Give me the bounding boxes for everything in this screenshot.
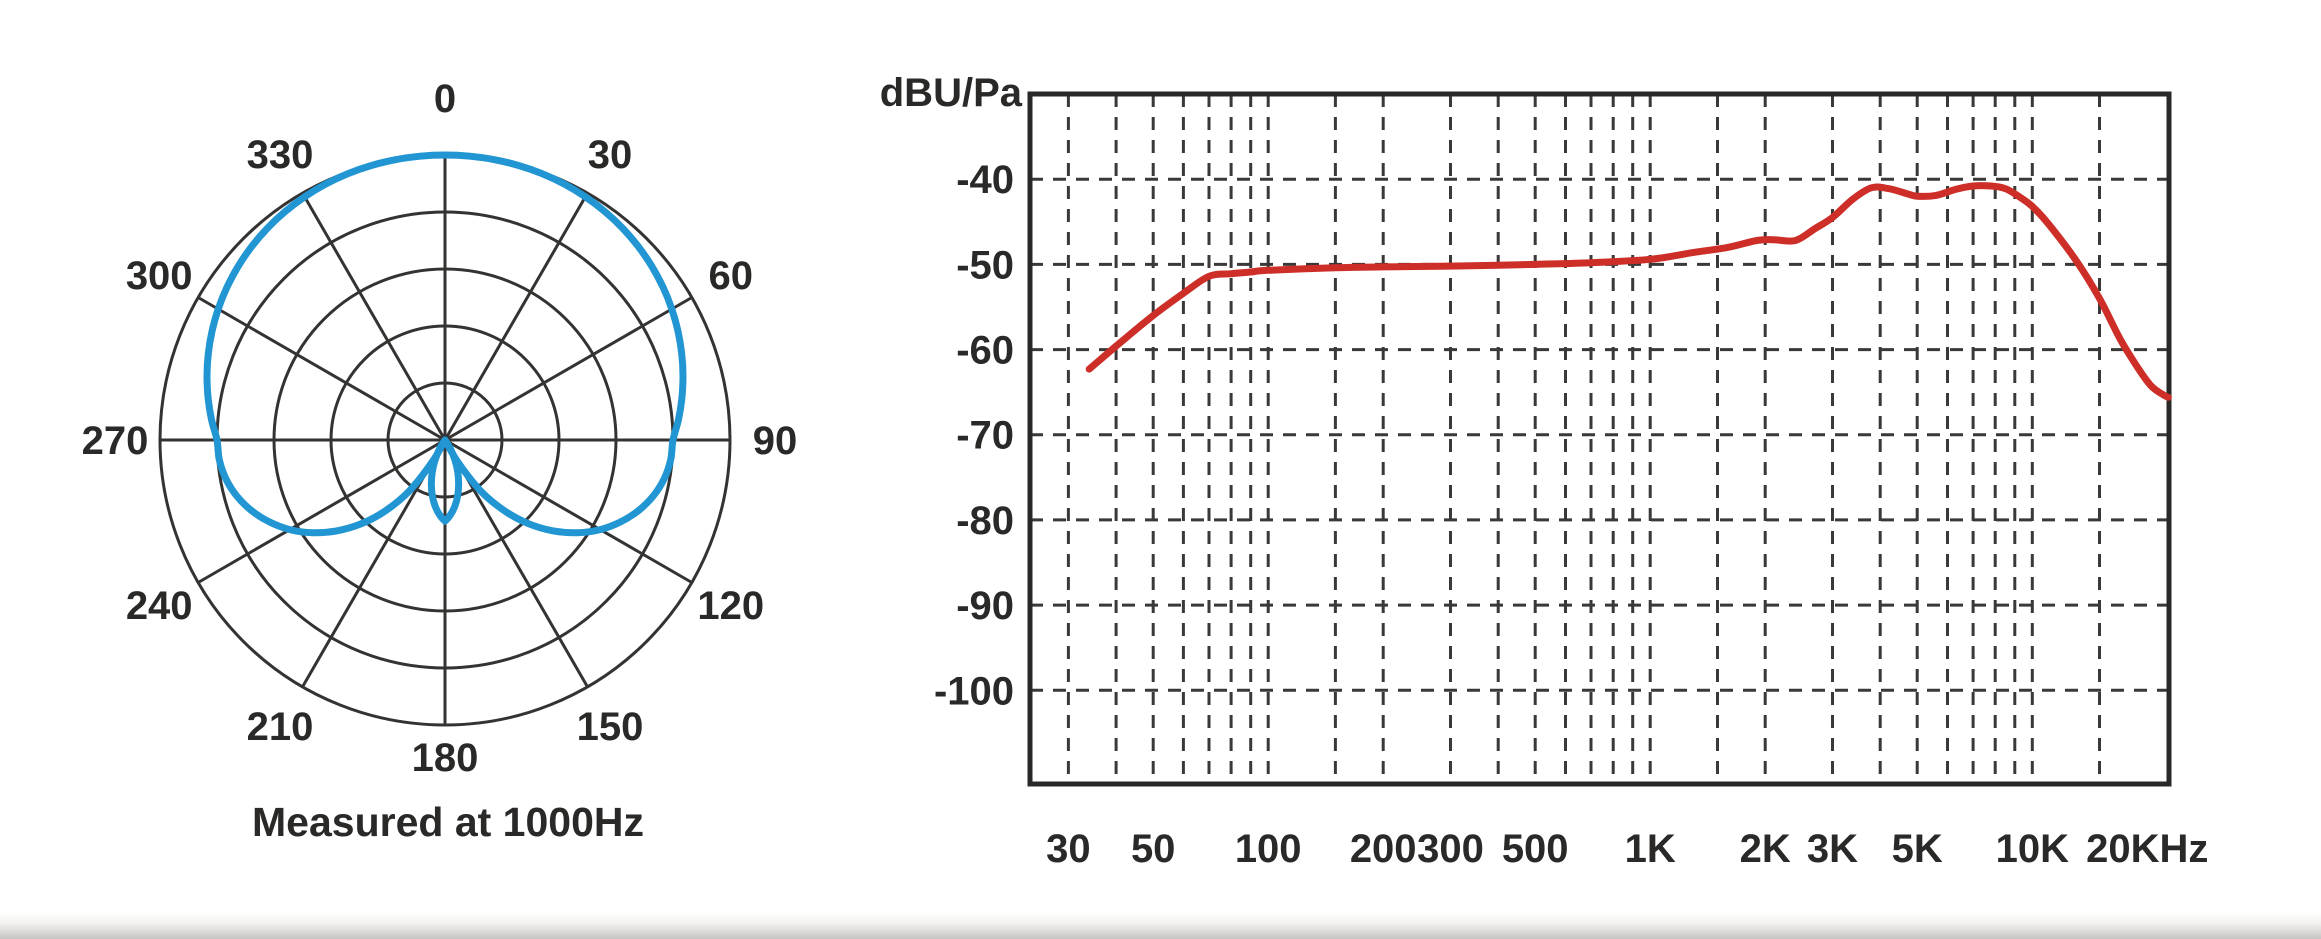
polar-angle-label: 210 (247, 705, 314, 749)
polar-pattern-chart: 0 30 60 90 120 150 180 210 240 270 300 330 (82, 77, 798, 780)
freq-y-tick-label: -40 (956, 158, 1014, 202)
freq-x-tick-label: 1K (1625, 827, 1676, 871)
freq-x-tick-label: 50 (1131, 827, 1176, 871)
freq-x-tick-label: 30 (1046, 827, 1091, 871)
polar-angle-label: 30 (588, 133, 633, 177)
polar-angle-label: 120 (697, 584, 764, 628)
freq-x-tick-label: 200 (1350, 827, 1417, 871)
freq-y-tick-label: -90 (956, 584, 1014, 628)
polar-angle-label: 180 (412, 736, 479, 780)
freq-y-axis-unit: dBU/Pa (879, 71, 1022, 115)
freq-x-tick-labels: 30 50 100 200 300 500 1K 2K 3K 5K 10K 20KHz (1046, 827, 2208, 871)
polar-caption: Measured at 1000Hz (252, 799, 644, 845)
polar-angle-labels: 0 30 60 90 120 150 180 210 240 270 300 330 (82, 77, 798, 780)
freq-x-tick-label: 20KHz (2086, 827, 2208, 871)
freq-y-tick-label: -100 (934, 669, 1014, 713)
polar-angle-label: 90 (753, 419, 798, 463)
window-bottom-edge (0, 913, 2321, 939)
freq-grid (1030, 94, 2169, 784)
freq-x-tick-label: 10K (1996, 827, 2069, 871)
polar-angle-label: 150 (577, 705, 644, 749)
freq-x-tick-label: 3K (1807, 827, 1858, 871)
polar-pattern-curve (203, 151, 687, 537)
polar-angle-label: 0 (434, 77, 456, 121)
polar-angle-label: 300 (126, 254, 193, 298)
polar-angle-label: 270 (82, 419, 149, 463)
freq-y-tick-label: -80 (956, 499, 1014, 543)
freq-y-tick-label: -60 (956, 329, 1014, 373)
freq-x-tick-label: 500 (1502, 827, 1569, 871)
freq-x-tick-label: 2K (1740, 827, 1791, 871)
frequency-response-curve (1085, 182, 2172, 401)
freq-y-tick-label: -70 (956, 414, 1014, 458)
freq-x-tick-label: 100 (1235, 827, 1302, 871)
freq-y-tick-labels: -40 -50 -60 -70 -80 -90 -100 (934, 158, 1014, 713)
freq-y-tick-label: -50 (956, 243, 1014, 287)
freq-x-tick-label: 5K (1892, 827, 1943, 871)
freq-plot-border (1027, 91, 2172, 787)
polar-rear-lobe (427, 436, 463, 525)
freq-x-tick-label: 300 (1417, 827, 1484, 871)
frequency-response-chart: -40 -50 -60 -70 -80 -90 -100 30 50 100 200 300 500 1K… (934, 91, 2208, 871)
polar-angle-label: 60 (709, 254, 754, 298)
polar-angle-label: 330 (247, 133, 314, 177)
polar-angle-label: 240 (126, 584, 193, 628)
